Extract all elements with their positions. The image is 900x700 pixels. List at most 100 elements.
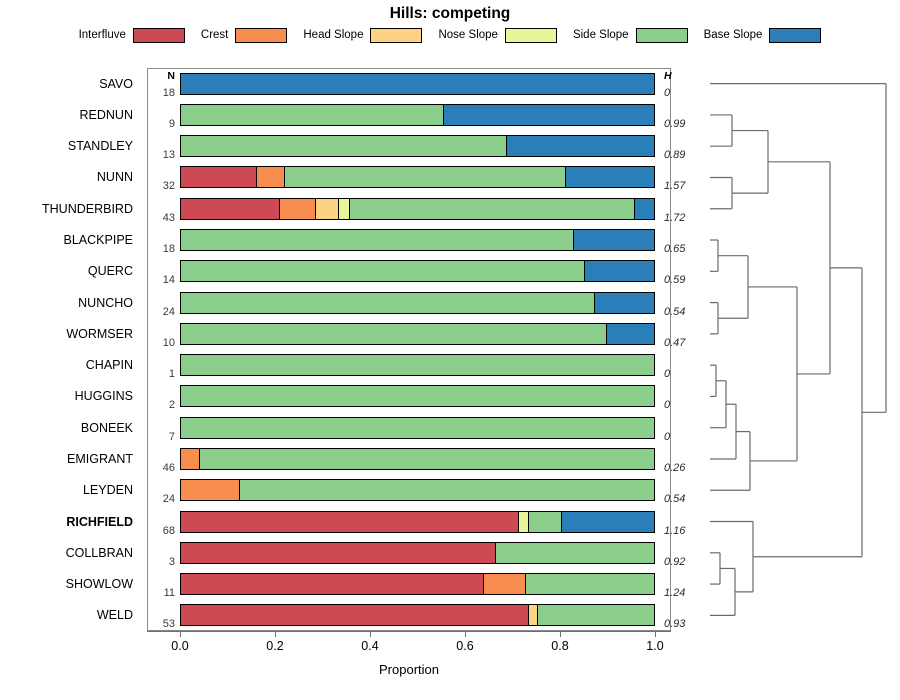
stacked-bar (180, 354, 655, 377)
h-value: 0.92 (664, 555, 686, 568)
bar-row (180, 260, 655, 283)
bar-segment (199, 448, 654, 469)
bar-row (180, 135, 655, 158)
h-column: H 0 0.99 0.89 1.57 1.72 0.65 0.59 0.54 0.47 0 0 0 0.2… (658, 68, 708, 631)
h-value: 0 (664, 86, 671, 99)
bar-segment (526, 574, 654, 595)
bar-row (180, 541, 655, 564)
x-axis-tick-label: 0.8 (551, 639, 569, 653)
y-axis-label: NUNCHO (78, 295, 133, 310)
y-axis-label: SHOWLOW (65, 577, 133, 592)
stacked-bar (180, 166, 655, 189)
legend-color-swatch (370, 27, 423, 43)
y-axis-label: STANDLEY (67, 139, 133, 154)
legend-item-label: Side Slope (572, 29, 629, 41)
x-axis-tick-label: 0.6 (456, 639, 474, 653)
page-title: Hills: competing (389, 5, 511, 22)
bar-segment (443, 104, 654, 125)
x-axis: 0.0 0.2 0.4 0.6 0.8 1.0 (147, 631, 671, 661)
x-axis-tick-label: 0.2 (266, 639, 284, 653)
y-axis-label: RICHFIELD (66, 514, 133, 529)
bar-segment (181, 104, 444, 125)
n-value: 53 (162, 618, 175, 631)
bar-segment (635, 198, 654, 219)
legend-item-label: Head Slope (303, 29, 364, 41)
y-axis-label: BONEEK (80, 420, 133, 435)
bar-segment (240, 480, 654, 501)
n-value: 14 (162, 274, 175, 287)
bar-segment (315, 198, 340, 219)
x-axis-tick (560, 631, 561, 637)
bar-segment (285, 167, 567, 188)
y-axis-label: WELD (96, 608, 133, 623)
h-value: 0.93 (664, 618, 686, 631)
bar-segment (181, 230, 574, 251)
bar-segment (181, 355, 654, 376)
h-value: 0.65 (664, 243, 686, 256)
x-axis-tick-label: 0.0 (171, 639, 189, 653)
n-value: 10 (162, 336, 175, 349)
bar-segment (573, 230, 654, 251)
bar-segment (256, 167, 286, 188)
y-axis-label: HUGGINS (74, 389, 133, 404)
stacked-bar (180, 229, 655, 252)
y-axis-labels: SAVO REDNUN STANDLEY NUNN THUNDERBIRD BLACKPI… (0, 68, 143, 631)
h-value: 0.47 (664, 336, 686, 349)
y-axis-label: THUNDERBIRD (42, 201, 133, 216)
h-value: 1.57 (664, 180, 686, 193)
n-value: 7 (168, 430, 175, 443)
bar-row (180, 447, 655, 470)
bar-segment (507, 136, 654, 157)
legend-item: Crest (200, 27, 288, 43)
x-axis-tick (275, 631, 276, 637)
bar-segment (181, 323, 607, 344)
h-value: 0.54 (664, 305, 686, 318)
n-value: 1 (168, 368, 175, 381)
legend-color-swatch (132, 27, 185, 43)
legend-item: Head Slope (303, 27, 423, 43)
h-value: 0.59 (664, 274, 686, 287)
bar-segment (181, 417, 654, 438)
y-axis-label: QUERC (87, 264, 133, 279)
x-axis-title: Proportion (379, 662, 439, 677)
stacked-bar (180, 260, 655, 283)
x-axis-tick-label: 1.0 (646, 639, 664, 653)
h-value: 0.26 (664, 461, 686, 474)
n-value: 18 (162, 243, 175, 256)
legend-color-swatch (635, 27, 688, 43)
bar-row (180, 604, 655, 627)
h-value: 1.24 (664, 587, 686, 600)
stacked-bar (180, 103, 655, 126)
bar-segment (280, 198, 316, 219)
stacked-bars (147, 68, 671, 631)
stacked-bar (180, 479, 655, 502)
h-value: 0 (664, 368, 671, 381)
h-value: 0.89 (664, 149, 686, 162)
stacked-bar (180, 510, 655, 533)
y-axis-label: BLACKPIPE (63, 233, 133, 248)
n-value: 3 (168, 555, 175, 568)
bar-row (180, 416, 655, 439)
bar-segment (483, 574, 527, 595)
stacked-bar (180, 197, 655, 220)
h-value: 1.16 (664, 524, 686, 537)
stacked-bar (180, 447, 655, 470)
y-axis-label: EMIGRANT (67, 451, 133, 466)
n-value: 18 (162, 86, 175, 99)
legend-item: Interfluve (79, 27, 185, 43)
n-value: 2 (168, 399, 175, 412)
bar-segment (181, 167, 257, 188)
x-axis-line (147, 631, 671, 632)
y-axis-label: SAVO (99, 76, 133, 91)
bar-segment (181, 542, 496, 563)
h-column-header: H (664, 70, 672, 82)
bar-segment (566, 167, 654, 188)
stacked-bar (180, 385, 655, 408)
legend: Interfluve Crest Head Slope Nose Slope Side … (0, 26, 900, 44)
bar-row (180, 166, 655, 189)
bar-row (180, 103, 655, 126)
legend-item-label: Crest (200, 29, 229, 41)
bar-segment (538, 605, 654, 626)
n-value: 24 (162, 493, 175, 506)
bar-segment (528, 511, 562, 532)
